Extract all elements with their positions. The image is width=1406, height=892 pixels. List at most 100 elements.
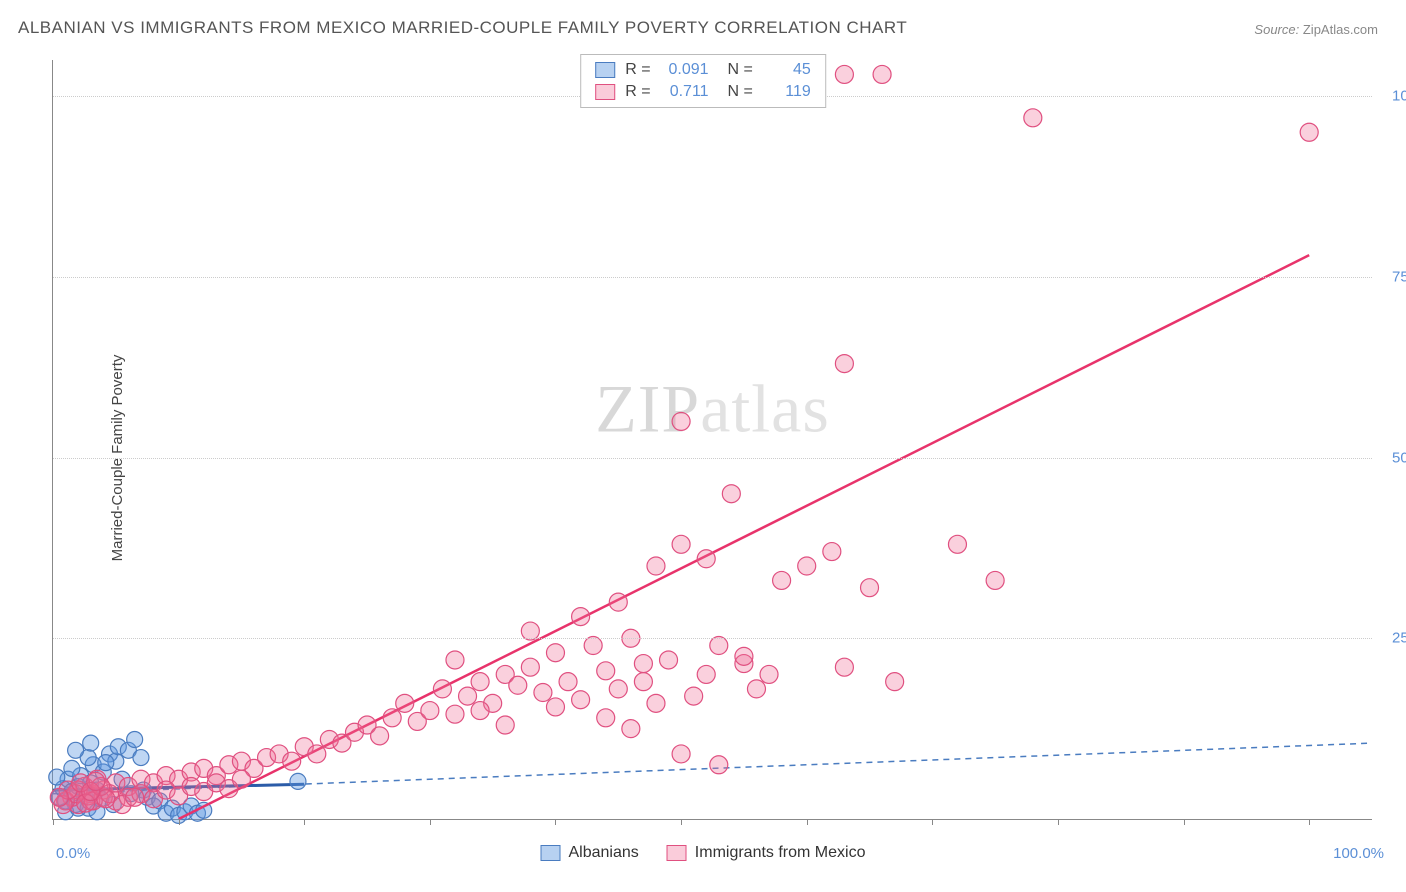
data-point bbox=[371, 727, 389, 745]
data-point bbox=[68, 742, 84, 758]
data-point bbox=[609, 593, 627, 611]
data-point bbox=[446, 705, 464, 723]
data-point bbox=[735, 647, 753, 665]
data-point bbox=[835, 658, 853, 676]
legend-series-label: Immigrants from Mexico bbox=[695, 844, 866, 862]
data-point bbox=[471, 673, 489, 691]
data-point bbox=[396, 694, 414, 712]
gridline-h bbox=[53, 458, 1372, 459]
x-tick bbox=[53, 819, 54, 825]
legend-series-label: Albanians bbox=[569, 844, 639, 862]
data-point bbox=[886, 673, 904, 691]
data-point bbox=[98, 755, 114, 771]
data-point bbox=[509, 676, 527, 694]
data-point bbox=[672, 745, 690, 763]
data-point bbox=[685, 687, 703, 705]
legend-swatch bbox=[595, 62, 615, 78]
legend-n-label: N = bbox=[719, 83, 753, 101]
x-tick bbox=[430, 819, 431, 825]
y-tick-label: 100.0% bbox=[1380, 88, 1406, 105]
legend-r-label: R = bbox=[625, 61, 650, 79]
data-point bbox=[634, 655, 652, 673]
data-point bbox=[433, 680, 451, 698]
legend-swatch bbox=[595, 84, 615, 100]
plot-area: ZIPatlas 25.0%50.0%75.0%100.0% bbox=[52, 60, 1372, 820]
data-point bbox=[232, 770, 250, 788]
gridline-h bbox=[53, 277, 1372, 278]
source-attribution: Source: ZipAtlas.com bbox=[1254, 22, 1378, 37]
data-point bbox=[773, 571, 791, 589]
data-point bbox=[559, 673, 577, 691]
data-point bbox=[660, 651, 678, 669]
data-point bbox=[835, 355, 853, 373]
source-value: ZipAtlas.com bbox=[1303, 22, 1378, 37]
legend-r-value: 0.091 bbox=[661, 61, 709, 79]
legend-swatch bbox=[667, 845, 687, 861]
data-point bbox=[534, 684, 552, 702]
data-point bbox=[421, 702, 439, 720]
legend-stat-row: R = 0.711 N = 119 bbox=[581, 81, 825, 103]
data-point bbox=[290, 773, 306, 789]
data-point bbox=[126, 788, 144, 806]
legend-n-label: N = bbox=[719, 61, 753, 79]
data-point bbox=[622, 720, 640, 738]
legend-n-value: 119 bbox=[763, 83, 811, 101]
x-tick bbox=[1184, 819, 1185, 825]
data-point bbox=[87, 772, 105, 790]
data-point bbox=[546, 698, 564, 716]
data-point bbox=[747, 680, 765, 698]
data-point bbox=[710, 756, 728, 774]
data-point bbox=[697, 665, 715, 683]
legend-stats: R =0.091 N =45R =0.711 N =119 bbox=[580, 54, 826, 108]
plot-svg bbox=[53, 60, 1372, 819]
data-point bbox=[948, 535, 966, 553]
data-point bbox=[133, 750, 149, 766]
data-point bbox=[50, 788, 68, 806]
data-point bbox=[83, 735, 99, 751]
data-point bbox=[597, 662, 615, 680]
data-point bbox=[861, 579, 879, 597]
data-point bbox=[446, 651, 464, 669]
data-point bbox=[697, 550, 715, 568]
data-point bbox=[986, 571, 1004, 589]
data-point bbox=[572, 691, 590, 709]
data-point bbox=[1300, 123, 1318, 141]
legend-stat-row: R =0.091 N =45 bbox=[581, 59, 825, 81]
data-point bbox=[873, 65, 891, 83]
data-point bbox=[647, 557, 665, 575]
x-tick bbox=[1309, 819, 1310, 825]
x-tick bbox=[932, 819, 933, 825]
x-tick bbox=[304, 819, 305, 825]
legend-r-label: R = bbox=[625, 83, 650, 101]
legend-swatch bbox=[541, 845, 561, 861]
data-point bbox=[597, 709, 615, 727]
x-tick bbox=[681, 819, 682, 825]
data-point bbox=[672, 535, 690, 553]
data-point bbox=[496, 716, 514, 734]
gridline-h bbox=[53, 638, 1372, 639]
x-tick bbox=[179, 819, 180, 825]
data-point bbox=[672, 412, 690, 430]
data-point bbox=[760, 665, 778, 683]
data-point bbox=[823, 543, 841, 561]
legend-series: Albanians Immigrants from Mexico bbox=[541, 844, 866, 862]
y-tick-label: 25.0% bbox=[1380, 630, 1406, 647]
x-tick bbox=[1058, 819, 1059, 825]
chart-title: ALBANIAN VS IMMIGRANTS FROM MEXICO MARRI… bbox=[18, 18, 907, 38]
data-point bbox=[521, 658, 539, 676]
data-point bbox=[459, 687, 477, 705]
legend-r-value: 0.711 bbox=[661, 83, 709, 101]
data-point bbox=[722, 485, 740, 503]
data-point bbox=[798, 557, 816, 575]
x-axis-max-label: 100.0% bbox=[1333, 845, 1384, 862]
data-point bbox=[835, 65, 853, 83]
x-axis-min-label: 0.0% bbox=[56, 845, 90, 862]
data-point bbox=[609, 680, 627, 698]
data-point bbox=[634, 673, 652, 691]
y-tick-label: 50.0% bbox=[1380, 449, 1406, 466]
x-tick bbox=[807, 819, 808, 825]
data-point bbox=[127, 731, 143, 747]
data-point bbox=[471, 702, 489, 720]
chart-container: Married-Couple Family Poverty ZIPatlas 2… bbox=[0, 48, 1406, 868]
data-point bbox=[308, 745, 326, 763]
